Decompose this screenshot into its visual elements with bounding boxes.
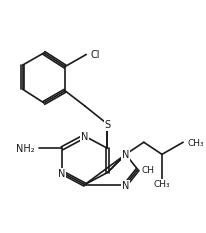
Text: CH₃: CH₃ [186,139,203,148]
Text: CH: CH [141,166,154,175]
Text: N: N [121,150,129,160]
Text: N: N [58,168,66,178]
Text: N: N [121,181,129,191]
Text: Cl: Cl [90,50,99,60]
Text: CH₃: CH₃ [153,180,170,188]
Text: S: S [104,120,110,130]
Text: NH₂: NH₂ [16,144,35,154]
Text: N: N [81,132,88,142]
